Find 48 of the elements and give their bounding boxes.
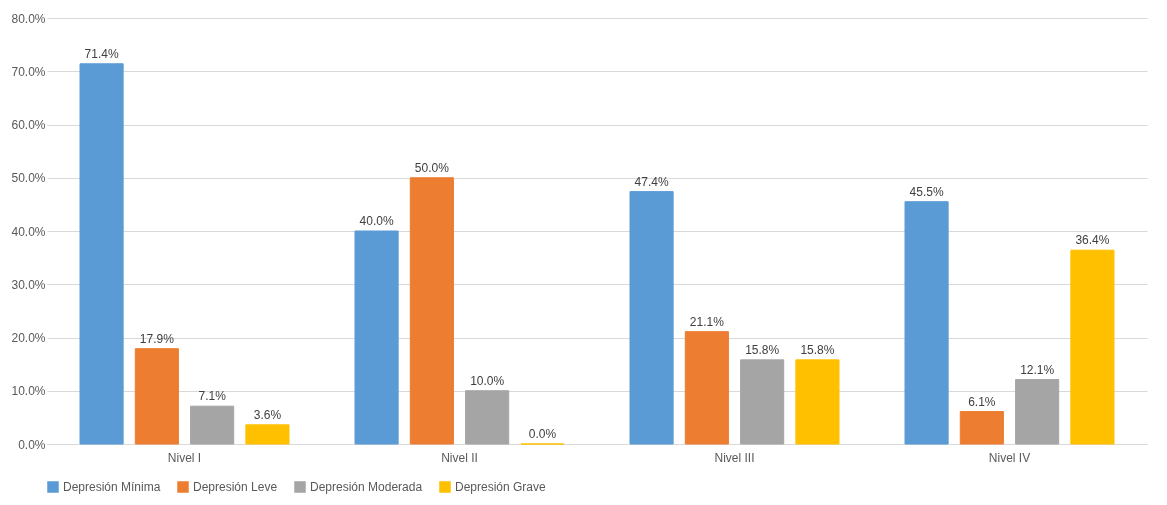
bar [1015,379,1060,445]
y-tick-label: 20.0% [11,331,46,345]
y-tick-label: 70.0% [11,64,46,79]
y-tick-label: 50.0% [11,171,46,186]
bar [904,201,949,445]
data-label: 10.0% [470,373,505,388]
data-label: 17.9% [139,331,175,346]
bar [740,359,785,445]
x-tick-label: Nivel III [714,450,755,465]
data-label: 71.4% [84,46,119,61]
data-label: 3.6% [253,407,282,422]
x-tick-label: Nivel I [167,450,202,465]
bar [465,390,510,445]
data-label: 40.0% [359,214,394,228]
bar [1070,249,1115,445]
data-label: 50.0% [414,160,450,175]
bar [409,177,454,445]
data-label: 12.1% [1020,362,1055,377]
bar [79,63,124,445]
data-label: 15.8% [745,342,780,357]
bar [629,191,674,445]
bar [795,359,840,445]
bar [245,424,290,445]
bar [134,348,179,445]
y-tick-label: 60.0% [11,118,46,132]
bar [959,411,1004,445]
data-label: 21.1% [689,314,725,329]
legend-label: Depresión Mínima [63,480,161,494]
legend-label: Depresión Leve [193,480,278,494]
y-tick-label: 40.0% [11,224,46,239]
bar [354,230,399,445]
y-tick-label: 0.0% [18,437,46,452]
data-label: 7.1% [198,389,227,404]
legend-label: Depresión Grave [455,480,547,494]
y-tick-label: 30.0% [11,277,46,292]
data-label: 0.0% [528,427,557,441]
data-label: 6.1% [968,394,996,409]
y-tick-label: 10.0% [11,384,46,399]
data-label: 36.4% [1075,233,1110,248]
data-label: 15.8% [800,342,835,357]
x-tick-label: Nivel IV [988,450,1031,465]
bar [684,331,729,445]
x-tick-label: Nivel II [441,450,478,465]
legend-label: Depresión Moderada [310,480,423,494]
data-label: 45.5% [909,184,944,199]
bar [190,405,235,445]
y-tick-label: 80.0% [11,11,46,26]
data-label: 47.4% [634,174,669,189]
